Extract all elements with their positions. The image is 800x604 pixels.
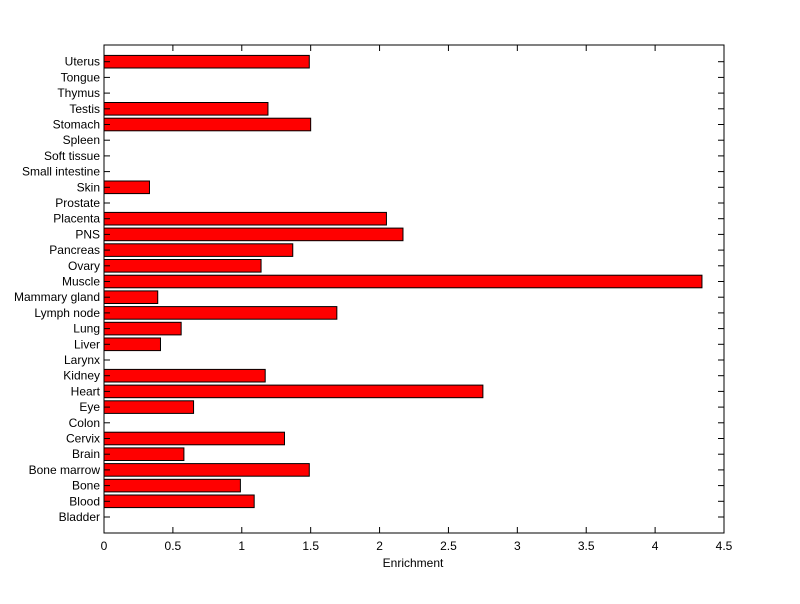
bar-heart — [103, 384, 484, 399]
axes-frame — [103, 44, 725, 534]
bar-brain — [103, 447, 185, 461]
bar-lymph-node — [103, 306, 338, 320]
y-tick-label-mammary-gland: Mammary gland — [14, 290, 100, 304]
y-tick-label-stomach: Stomach — [53, 118, 100, 132]
bar-bone-marrow — [103, 463, 310, 477]
y-tick-label-bone-marrow: Bone marrow — [29, 463, 101, 477]
bar-mammary-gland — [103, 290, 159, 304]
y-tick-label-brain: Brain — [72, 447, 100, 461]
x-tick-label-7: 3.5 — [578, 539, 595, 553]
bar-bone — [103, 478, 241, 493]
y-tick-label-cervix: Cervix — [66, 432, 100, 446]
bar-placenta — [103, 211, 387, 226]
y-tick-label-ovary: Ovary — [68, 259, 100, 273]
y-tick-label-kidney: Kidney — [63, 369, 100, 383]
bar-liver — [103, 337, 161, 352]
y-tick-label-spleen: Spleen — [63, 133, 100, 147]
bar-skin — [103, 180, 150, 195]
y-tick-label-blood: Blood — [69, 494, 100, 508]
y-tick-label-lung: Lung — [73, 322, 100, 336]
x-tick-label-2: 1 — [238, 539, 245, 553]
bar-uterus — [103, 54, 310, 69]
bar-kidney — [103, 368, 266, 383]
x-axis-label: Enrichment — [383, 556, 444, 570]
y-tick-label-heart: Heart — [71, 384, 101, 398]
x-tick-label-6: 3 — [514, 539, 521, 553]
x-tick-label-1: 0.5 — [165, 539, 182, 553]
y-tick-label-eye: Eye — [79, 400, 100, 414]
x-tick-label-9: 4.5 — [716, 539, 733, 553]
y-tick-label-liver: Liver — [74, 337, 100, 351]
y-tick-label-skin: Skin — [77, 180, 100, 194]
y-tick-label-tongue: Tongue — [61, 70, 101, 84]
bar-pancreas — [103, 243, 294, 257]
x-tick-label-4: 2 — [376, 539, 383, 553]
y-tick-label-larynx: Larynx — [64, 353, 100, 367]
y-tick-label-thymus: Thymus — [57, 86, 100, 100]
ticks-group — [103, 45, 725, 533]
y-tick-label-muscle: Muscle — [62, 275, 100, 289]
bar-muscle — [103, 274, 703, 289]
y-tick-label-prostate: Prostate — [55, 196, 100, 210]
y-tick-label-small-intestine: Small intestine — [22, 165, 100, 179]
bar-cervix — [103, 431, 285, 446]
y-tick-label-lymph-node: Lymph node — [34, 306, 100, 320]
y-tick-label-pns: PNS — [75, 227, 100, 241]
y-tick-label-bladder: Bladder — [59, 510, 100, 524]
y-tick-label-colon: Colon — [69, 416, 100, 430]
bar-ovary — [103, 259, 262, 273]
y-tick-label-uterus: Uterus — [65, 55, 100, 69]
y-tick-label-soft-tissue: Soft tissue — [44, 149, 100, 163]
bar-blood — [103, 494, 255, 509]
y-tick-label-placenta: Placenta — [53, 212, 100, 226]
x-tick-labels: 0 0.5 1 1.5 2 2.5 3 3.5 4 4.5 — [101, 539, 733, 553]
bar-lung — [103, 321, 182, 336]
bar-testis — [103, 102, 269, 116]
bar-pns — [103, 227, 404, 242]
bar-eye — [103, 400, 195, 414]
x-tick-label-0: 0 — [101, 539, 108, 553]
y-tick-label-testis: Testis — [69, 102, 100, 116]
y-tick-label-pancreas: Pancreas — [49, 243, 100, 257]
x-tick-label-8: 4 — [652, 539, 659, 553]
x-tick-label-5: 2.5 — [440, 539, 457, 553]
x-tick-label-3: 1.5 — [302, 539, 319, 553]
bar-stomach — [103, 117, 312, 132]
y-tick-label-bone: Bone — [72, 479, 100, 493]
